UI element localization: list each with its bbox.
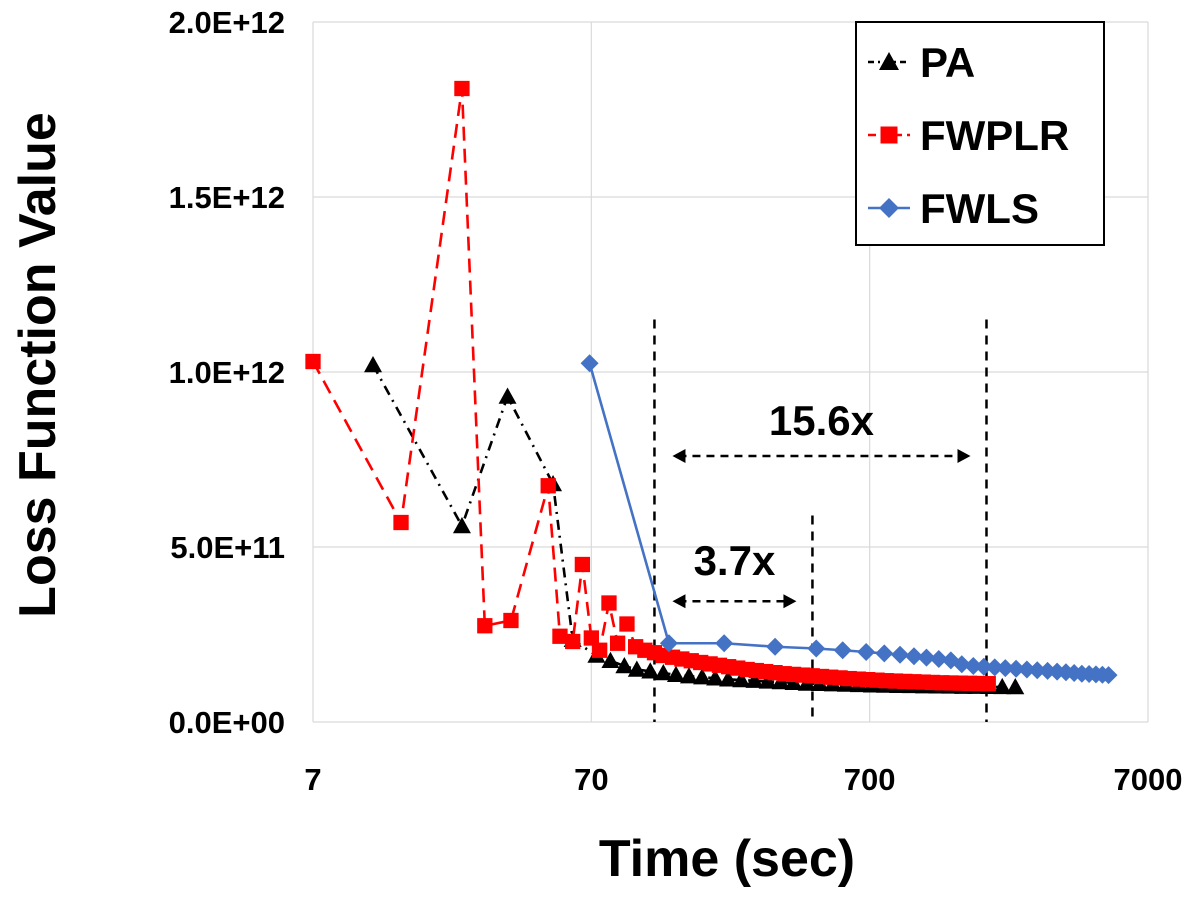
- point-fwplr-6: [552, 628, 568, 644]
- legend-label-fwplr: FWPLR: [920, 112, 1069, 159]
- point-fwls-15: [974, 657, 993, 676]
- point-fwplr-5: [540, 478, 556, 494]
- legend-marker-fwls: [879, 198, 899, 218]
- y-tick-label-0: 0.0E+00: [169, 705, 285, 740]
- point-fwplr-4: [503, 612, 519, 629]
- y-axis-title: Loss Function Value: [9, 112, 67, 618]
- point-fwls-13: [952, 655, 971, 674]
- y-tick-label-4: 2.0E+12: [169, 5, 285, 40]
- legend-label-pa: PA: [920, 39, 975, 86]
- grid: [312, 21, 1149, 723]
- annotation-label-1: 3.7x: [694, 537, 776, 584]
- point-fwplr-12: [609, 635, 626, 651]
- annotation-arrowhead-left-1: [672, 594, 686, 609]
- point-fwls-16: [985, 658, 1004, 677]
- point-pa-12: [679, 667, 698, 684]
- point-fwls-17: [996, 659, 1015, 678]
- point-fwls-8: [891, 645, 910, 664]
- point-pa-6: [601, 651, 620, 668]
- point-fwplr-2: [454, 80, 470, 97]
- point-fwplr-3: [477, 618, 493, 634]
- legend: PA FWPLR FWLS: [855, 21, 1105, 246]
- point-pa-16: [732, 671, 751, 688]
- point-pa-11: [666, 665, 685, 682]
- y-tick-label-1: 5.0E+11: [170, 530, 285, 565]
- series-fwplr: [305, 80, 996, 692]
- point-fwplr-9: [583, 630, 599, 646]
- speedup-annotations: 15.6x 3.7x: [672, 397, 971, 609]
- point-fwplr-10: [592, 642, 608, 658]
- point-fwls-19: [1017, 660, 1036, 679]
- x-tick-label-2: 700: [844, 762, 896, 797]
- point-fwplr-13: [619, 616, 635, 632]
- point-fwls-29: [1099, 666, 1118, 685]
- point-pa-13: [693, 668, 712, 685]
- legend-marker-fwplr: [880, 126, 898, 144]
- point-fwls-4: [807, 639, 826, 658]
- legend-marker-pa: [879, 52, 899, 70]
- point-pa-18: [758, 672, 777, 689]
- point-pa-17: [745, 671, 764, 688]
- point-fwls-5: [833, 641, 852, 660]
- point-fwls-18: [1007, 659, 1026, 678]
- series-line-pa: [371, 364, 1016, 689]
- point-fwls-0: [580, 354, 599, 373]
- point-fwls-11: [929, 650, 948, 668]
- annotation-label-0: 15.6x: [769, 397, 875, 444]
- tick-labels: 0.0E+00 5.0E+11 1.0E+12 1.5E+12 2.0E+12 7 70 70…: [169, 5, 1183, 797]
- point-pa-9: [641, 662, 660, 679]
- annotation-arrowhead-left-0: [672, 449, 686, 463]
- x-tick-label-3: 7000: [1114, 762, 1183, 797]
- vertical-reference-lines: [653, 319, 988, 722]
- y-tick-label-2: 1.0E+12: [169, 355, 285, 390]
- point-fwls-9: [904, 647, 923, 666]
- point-fwplr-52: [980, 676, 996, 692]
- point-fwplr-7: [565, 633, 581, 650]
- annotation-arrowhead-right-0: [957, 449, 971, 463]
- point-fwls-20: [1028, 661, 1047, 680]
- point-pa-2: [498, 387, 517, 404]
- point-fwplr-0: [305, 353, 321, 370]
- point-fwls-1: [659, 634, 678, 653]
- point-fwls-2: [715, 634, 734, 653]
- x-tick-label-1: 70: [574, 762, 608, 797]
- point-fwplr-1: [393, 514, 409, 531]
- point-pa-1: [452, 517, 471, 534]
- legend-label-fwls: FWLS: [920, 185, 1039, 232]
- annotation-arrowhead-right-1: [783, 594, 797, 609]
- point-pa-7: [615, 657, 634, 674]
- point-fwls-3: [766, 637, 785, 656]
- point-fwls-7: [875, 644, 894, 663]
- point-fwls-6: [857, 643, 876, 661]
- point-pa-15: [719, 670, 738, 687]
- point-pa-14: [706, 669, 725, 686]
- series-fwls: [580, 354, 1118, 685]
- point-pa-8: [627, 660, 646, 677]
- series-line-fwplr: [311, 88, 989, 685]
- point-pa-0: [364, 356, 383, 373]
- x-axis-title: Time (sec): [599, 830, 855, 888]
- point-fwplr-11: [601, 595, 617, 611]
- point-fwls-10: [917, 648, 936, 667]
- point-fwls-14: [964, 657, 983, 675]
- point-pa-10: [654, 664, 673, 681]
- point-fwplr-8: [574, 556, 591, 573]
- y-tick-label-3: 1.5E+12: [169, 180, 285, 215]
- point-pa-37: [1006, 678, 1025, 695]
- series-layer: [305, 80, 1118, 695]
- x-tick-label-0: 7: [304, 762, 321, 797]
- point-pa-36: [993, 677, 1012, 695]
